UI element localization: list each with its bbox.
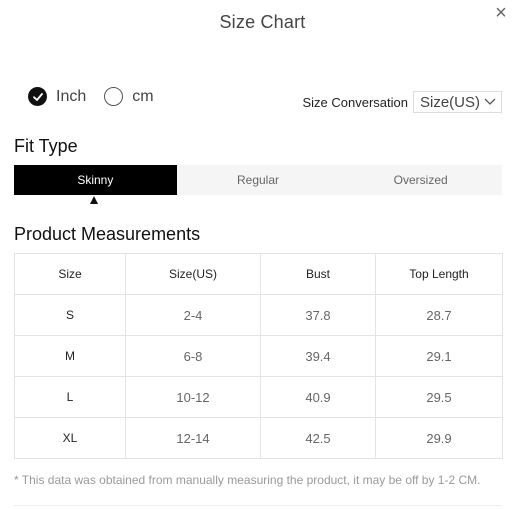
cell-size: S — [14, 294, 126, 336]
header-size: Size — [14, 253, 126, 295]
measurement-note: * This data was obtained from manually m… — [14, 473, 481, 487]
chevron-down-icon — [484, 98, 496, 105]
size-conversation-value: Size(US) — [419, 93, 480, 111]
dialog-title: Size Chart — [219, 12, 306, 32]
cell-size: M — [14, 335, 126, 377]
table-row: S 2-4 37.8 28.7 — [14, 294, 503, 336]
header-bust: Bust — [260, 253, 376, 295]
unit-option-inch[interactable]: Inch — [28, 87, 86, 106]
cell-size: L — [14, 376, 126, 418]
cell-top-length: 29.5 — [375, 376, 503, 418]
active-tab-caret-icon — [90, 196, 98, 204]
fit-type-tabs: Skinny Regular Oversized — [14, 165, 502, 195]
cell-bust: 37.8 — [260, 294, 376, 336]
divider — [14, 505, 502, 506]
cell-size-us: 2-4 — [125, 294, 261, 336]
header-size-us: Size(US) — [125, 253, 261, 295]
product-measurements-title: Product Measurements — [14, 224, 201, 244]
cell-top-length: 29.9 — [375, 417, 503, 459]
size-conversation: Size Conversation Size(US) — [302, 91, 502, 113]
table-header-row: Size Size(US) Bust Top Length — [14, 253, 503, 295]
tab-oversized[interactable]: Oversized — [393, 173, 448, 187]
cell-size-us: 10-12 — [125, 376, 261, 418]
cell-top-length: 28.7 — [375, 294, 503, 336]
cell-size-us: 12-14 — [125, 417, 261, 459]
cell-size: XL — [14, 417, 126, 459]
cell-size-us: 6-8 — [125, 335, 261, 377]
unchecked-radio-icon[interactable] — [104, 87, 124, 106]
cell-top-length: 29.1 — [375, 335, 503, 377]
header-top-length: Top Length — [375, 253, 503, 295]
table-row: XL 12-14 42.5 29.9 — [14, 417, 503, 459]
cell-bust: 42.5 — [260, 417, 376, 459]
table-row: M 6-8 39.4 29.1 — [14, 335, 503, 377]
close-icon[interactable]: × — [495, 2, 507, 24]
tab-regular[interactable]: Regular — [236, 173, 280, 187]
unit-label-cm: cm — [132, 87, 154, 105]
unit-label-inch: Inch — [56, 87, 87, 105]
checked-radio-icon[interactable] — [28, 87, 47, 106]
unit-option-cm[interactable]: cm — [104, 87, 154, 106]
size-conversation-select[interactable]: Size(US) — [412, 91, 502, 113]
measurements-table: Size Size(US) Bust Top Length S 2-4 37.8… — [14, 253, 503, 459]
cell-bust: 40.9 — [260, 376, 376, 418]
tab-skinny[interactable]: Skinny — [14, 165, 177, 195]
unit-selector: Inch cm — [28, 87, 172, 106]
cell-bust: 39.4 — [260, 335, 376, 377]
table-row: L 10-12 40.9 29.5 — [14, 376, 503, 418]
size-conversation-label: Size Conversation — [302, 94, 408, 110]
fit-type-title: Fit Type — [14, 136, 78, 156]
